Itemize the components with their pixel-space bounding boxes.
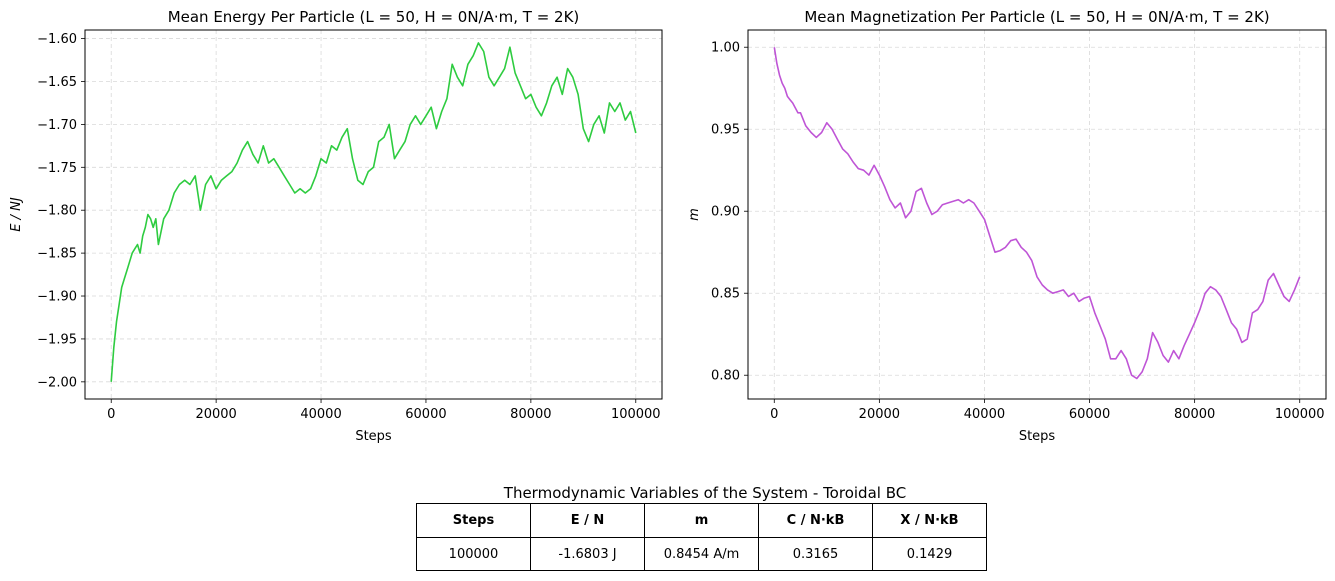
x-tick-label: 40000 — [964, 407, 1005, 422]
thermodynamic-table: Steps E / N m C / N·kB X / N·kB 100000 -… — [416, 503, 987, 571]
table-cell: 0.3165 — [758, 537, 873, 571]
axes-frame — [747, 29, 1327, 400]
chart-title: Mean Magnetization Per Particle (L = 50,… — [804, 8, 1269, 26]
x-axis-label: Steps — [1019, 429, 1056, 444]
x-tick-label: 40000 — [300, 407, 341, 422]
table-cell: 100000 — [416, 537, 531, 571]
x-axis-label: Steps — [355, 429, 392, 444]
x-tick-label: 80000 — [510, 407, 551, 422]
series-line — [110, 42, 637, 382]
x-tick-label: 100000 — [611, 407, 661, 422]
y-tick-label: 0.90 — [711, 205, 740, 220]
y-tick-label: −2.00 — [37, 375, 77, 390]
table-title: Thermodynamic Variables of the System - … — [503, 484, 907, 502]
x-tick-label: 60000 — [1069, 407, 1110, 422]
y-tick-label: −1.95 — [37, 332, 77, 347]
table-header-cell: C / N·kB — [758, 503, 873, 538]
table-row: 100000 -1.6803 J 0.8454 A/m 0.3165 0.142… — [416, 537, 987, 571]
y-axis-label: m — [687, 208, 702, 221]
y-tick-label: −1.90 — [37, 290, 77, 305]
x-tick-label: 100000 — [1275, 407, 1325, 422]
y-tick-label: 0.95 — [711, 123, 740, 138]
y-tick-label: 1.00 — [711, 41, 740, 56]
x-tick-label: 20000 — [195, 407, 236, 422]
table-cell: -1.6803 J — [530, 537, 645, 571]
y-tick-label: −1.70 — [37, 118, 77, 133]
y-tick-label: 0.80 — [711, 369, 740, 384]
table-header-row: Steps E / N m C / N·kB X / N·kB — [416, 503, 987, 538]
figure-canvas: 0 20000 40000 60000 80000 100000 −2.00 −1.95 −1.… — [9, 8, 1327, 444]
table-header-cell: Steps — [416, 503, 531, 538]
x-tick-label: 0 — [770, 407, 778, 422]
y-tick-label: −1.75 — [37, 161, 77, 176]
table-header-cell: E / N — [530, 503, 645, 538]
x-tick-label: 60000 — [405, 407, 446, 422]
x-tick-label: 80000 — [1174, 407, 1215, 422]
series-line — [773, 47, 1301, 380]
magnetization-chart: 0 20000 40000 60000 80000 100000 0.80 0.85 0.90 0… — [687, 8, 1327, 444]
x-tick-label: 20000 — [859, 407, 900, 422]
chart-title: Mean Energy Per Particle (L = 50, H = 0N… — [168, 8, 580, 26]
table-cell: 0.1429 — [872, 537, 987, 571]
y-tick-label: 0.85 — [711, 287, 740, 302]
energy-chart: 0 20000 40000 60000 80000 100000 −2.00 −1.95 −1.… — [9, 8, 663, 444]
y-tick-label: −1.60 — [37, 32, 77, 47]
y-tick-label: −1.65 — [37, 75, 77, 90]
table-header-cell: m — [644, 503, 759, 538]
table-cell: 0.8454 A/m — [644, 537, 759, 571]
axes-frame — [84, 29, 663, 400]
y-tick-label: −1.80 — [37, 204, 77, 219]
y-tick-label: −1.85 — [37, 247, 77, 262]
table-header-cell: X / N·kB — [872, 503, 987, 538]
x-tick-label: 0 — [107, 407, 115, 422]
y-axis-label: E / NJ — [9, 197, 24, 232]
